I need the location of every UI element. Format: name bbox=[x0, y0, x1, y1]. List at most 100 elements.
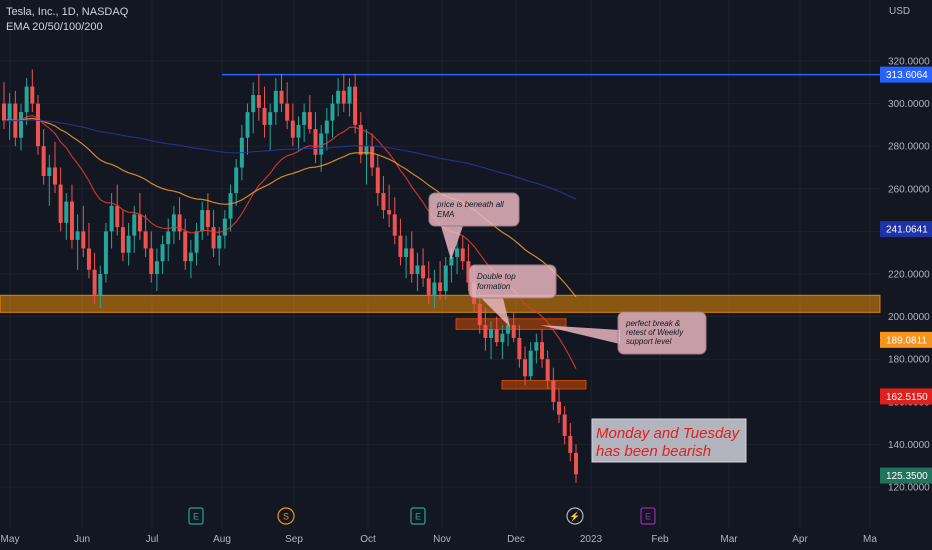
indicator-legend[interactable]: EMA 20/50/100/200 bbox=[6, 21, 103, 33]
candle-body[interactable] bbox=[171, 214, 176, 232]
annotation-retest[interactable] bbox=[617, 311, 707, 355]
candle-body[interactable] bbox=[404, 248, 409, 257]
time-axis[interactable] bbox=[0, 528, 932, 550]
candle-body[interactable] bbox=[313, 129, 318, 155]
candle-body[interactable] bbox=[494, 329, 499, 343]
candle-body[interactable] bbox=[443, 265, 448, 292]
candle-body[interactable] bbox=[557, 401, 562, 415]
lower-zone[interactable] bbox=[501, 380, 587, 390]
candle-body[interactable] bbox=[268, 112, 273, 125]
candle-body[interactable] bbox=[2, 103, 6, 121]
ema-line[interactable] bbox=[3, 119, 577, 200]
price-label-box[interactable] bbox=[880, 331, 932, 348]
candle-body[interactable] bbox=[460, 248, 465, 262]
candle-body[interactable] bbox=[154, 261, 159, 274]
candle-body[interactable] bbox=[540, 342, 545, 360]
candle-body[interactable] bbox=[562, 414, 567, 436]
candle-body[interactable] bbox=[341, 90, 346, 104]
candle-body[interactable] bbox=[375, 167, 380, 194]
candle-body[interactable] bbox=[415, 265, 420, 274]
candle-body[interactable] bbox=[245, 112, 250, 138]
candle-body[interactable] bbox=[523, 359, 528, 377]
ema-line[interactable] bbox=[3, 114, 577, 369]
price-label-box[interactable] bbox=[880, 66, 932, 83]
event-marker-icon[interactable] bbox=[188, 507, 204, 525]
candle-body[interactable] bbox=[353, 86, 358, 125]
candle-body[interactable] bbox=[307, 112, 312, 130]
candle-body[interactable] bbox=[81, 231, 86, 249]
candle-body[interactable] bbox=[7, 103, 12, 121]
candle-body[interactable] bbox=[251, 95, 256, 113]
candle-body[interactable] bbox=[205, 210, 210, 228]
candle-body[interactable] bbox=[398, 235, 403, 257]
candle-body[interactable] bbox=[432, 282, 437, 296]
candle-body[interactable] bbox=[120, 227, 125, 253]
candle-body[interactable] bbox=[183, 231, 188, 262]
candle-body[interactable] bbox=[47, 167, 52, 177]
candle-body[interactable] bbox=[24, 86, 29, 113]
candle-body[interactable] bbox=[200, 210, 205, 232]
event-marker-icon[interactable] bbox=[566, 507, 584, 525]
candle-body[interactable] bbox=[58, 184, 63, 223]
candle-body[interactable] bbox=[273, 90, 278, 113]
candle-body[interactable] bbox=[279, 90, 284, 104]
candle-body[interactable] bbox=[534, 342, 539, 351]
candle-body[interactable] bbox=[551, 380, 556, 402]
candle-body[interactable] bbox=[330, 103, 335, 121]
candle-body[interactable] bbox=[222, 218, 227, 236]
candle-body[interactable] bbox=[302, 112, 307, 125]
symbol-title[interactable]: Tesla, Inc., 1D, NASDAQ bbox=[6, 6, 129, 18]
candle-body[interactable] bbox=[256, 95, 261, 108]
price-label-box[interactable] bbox=[880, 221, 932, 238]
candle-body[interactable] bbox=[421, 265, 426, 279]
candle-body[interactable] bbox=[52, 167, 57, 185]
candle-body[interactable] bbox=[528, 350, 533, 377]
candle-body[interactable] bbox=[228, 193, 233, 219]
candle-body[interactable] bbox=[194, 231, 199, 253]
candle-body[interactable] bbox=[449, 256, 454, 266]
candle-body[interactable] bbox=[324, 120, 329, 134]
candle-body[interactable] bbox=[426, 278, 431, 296]
candle-body[interactable] bbox=[574, 452, 578, 475]
candle-body[interactable] bbox=[370, 146, 375, 168]
candle-body[interactable] bbox=[381, 193, 386, 211]
annotation-ema[interactable] bbox=[428, 192, 520, 227]
candle-body[interactable] bbox=[438, 282, 443, 292]
candle-body[interactable] bbox=[126, 235, 131, 253]
price-axis[interactable] bbox=[880, 0, 932, 550]
candle-body[interactable] bbox=[160, 244, 165, 262]
candle-body[interactable] bbox=[149, 248, 154, 274]
candle-body[interactable] bbox=[98, 274, 103, 296]
candle-body[interactable] bbox=[545, 359, 550, 381]
candle-body[interactable] bbox=[92, 269, 97, 296]
annotation-bearish[interactable] bbox=[591, 418, 747, 463]
candle-body[interactable] bbox=[296, 124, 301, 138]
candle-body[interactable] bbox=[483, 325, 488, 338]
price-label-box[interactable] bbox=[880, 388, 932, 405]
candle-body[interactable] bbox=[143, 231, 148, 249]
annotation-double-top[interactable] bbox=[468, 264, 557, 299]
price-label-box[interactable] bbox=[880, 467, 932, 484]
candle-body[interactable] bbox=[35, 103, 40, 147]
candle-body[interactable] bbox=[211, 227, 216, 249]
candle-body[interactable] bbox=[41, 146, 46, 177]
candle-body[interactable] bbox=[387, 210, 392, 215]
candle-body[interactable] bbox=[115, 205, 120, 228]
candle-body[interactable] bbox=[455, 248, 460, 257]
candle-body[interactable] bbox=[358, 124, 363, 155]
candle-body[interactable] bbox=[511, 325, 516, 338]
candle-body[interactable] bbox=[517, 337, 522, 360]
candle-body[interactable] bbox=[177, 214, 182, 232]
candle-body[interactable] bbox=[137, 214, 142, 232]
candle-body[interactable] bbox=[506, 325, 511, 334]
candle-body[interactable] bbox=[217, 235, 222, 249]
candle-body[interactable] bbox=[18, 112, 23, 138]
candle-body[interactable] bbox=[30, 86, 35, 104]
candle-body[interactable] bbox=[336, 90, 341, 104]
candle-body[interactable] bbox=[568, 435, 573, 453]
candle-body[interactable] bbox=[166, 231, 171, 245]
candle-body[interactable] bbox=[409, 248, 414, 274]
candle-body[interactable] bbox=[132, 214, 137, 236]
candle-body[interactable] bbox=[477, 303, 482, 326]
candle-body[interactable] bbox=[364, 146, 369, 155]
